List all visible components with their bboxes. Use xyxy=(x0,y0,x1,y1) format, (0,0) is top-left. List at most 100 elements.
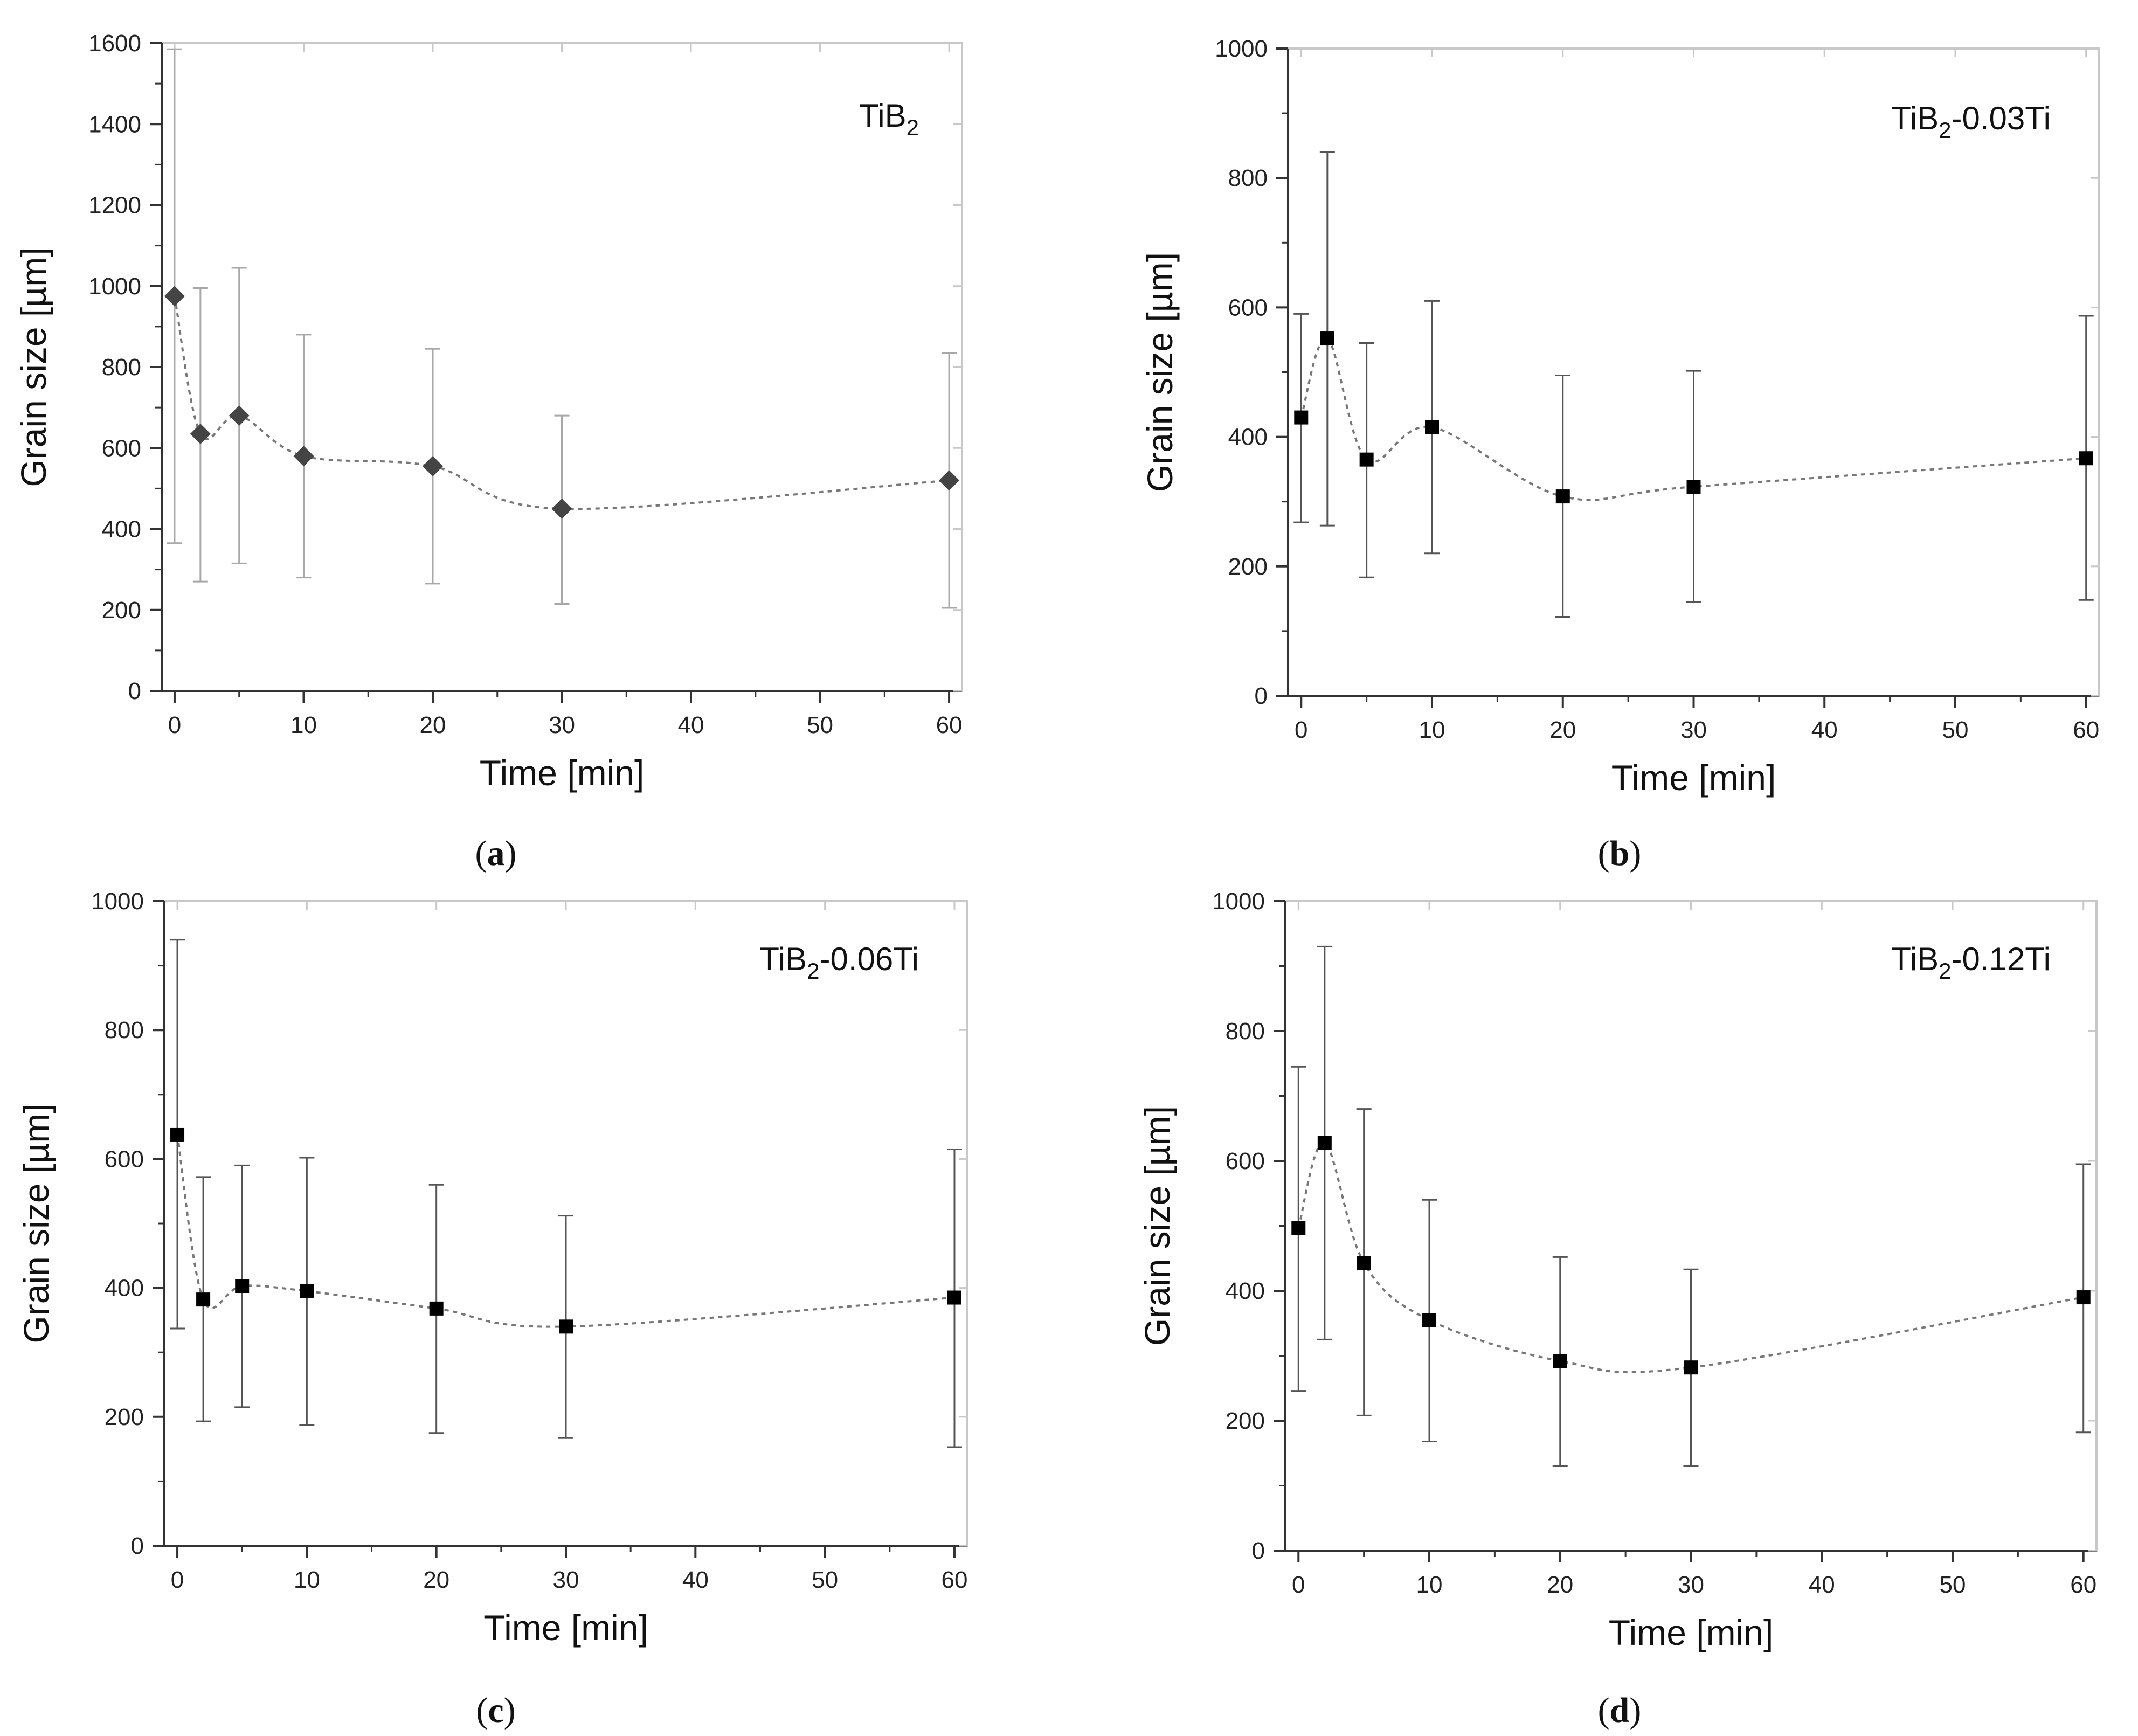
y-axis-label: Grain size [µm] xyxy=(1140,252,1180,492)
y-tick-label: 200 xyxy=(1228,554,1268,580)
data-point xyxy=(1359,452,1374,467)
x-tick-label: 0 xyxy=(171,1567,184,1593)
x-tick-label: 40 xyxy=(682,1567,709,1593)
y-tick-label: 0 xyxy=(131,1533,144,1559)
data-point xyxy=(1294,410,1309,425)
data-point xyxy=(235,1279,250,1294)
y-tick-label: 400 xyxy=(1226,1278,1265,1304)
x-tick-label: 50 xyxy=(1942,717,1969,743)
x-tick-label: 20 xyxy=(423,1567,449,1593)
x-tick-label: 50 xyxy=(812,1567,838,1593)
data-point xyxy=(939,470,960,491)
data-point xyxy=(2079,451,2093,466)
data-point xyxy=(1553,1354,1567,1368)
y-tick-label: 0 xyxy=(128,678,141,704)
y-tick-label: 600 xyxy=(105,1146,144,1172)
sample-label: TiB2-0.12Ti xyxy=(1891,941,2051,984)
x-tick-label: 10 xyxy=(1419,717,1445,743)
x-tick-label: 10 xyxy=(1416,1572,1443,1598)
x-tick-label: 60 xyxy=(941,1567,967,1593)
y-tick-label: 200 xyxy=(1226,1408,1265,1434)
y-tick-label: 800 xyxy=(1228,165,1268,191)
x-tick-label: 20 xyxy=(1549,717,1576,743)
data-point xyxy=(422,456,443,477)
panel-letter-label: (d) xyxy=(1598,1691,1642,1730)
y-tick-label: 600 xyxy=(102,435,141,461)
x-tick-label: 40 xyxy=(1811,717,1838,743)
x-axis-label: Time [min] xyxy=(483,1608,648,1648)
sample-label: TiB2-0.03Ti xyxy=(1891,100,2051,143)
y-tick-label: 400 xyxy=(105,1275,144,1302)
y-axis-label: Grain size [µm] xyxy=(1137,1106,1177,1346)
x-tick-label: 0 xyxy=(168,712,181,738)
data-point xyxy=(1425,420,1440,434)
data-point xyxy=(229,405,250,426)
y-tick-label: 400 xyxy=(1228,424,1268,451)
panel-letter-label: (a) xyxy=(475,834,517,873)
x-tick-label: 10 xyxy=(290,712,317,738)
x-tick-label: 30 xyxy=(1680,717,1707,743)
y-tick-label: 1000 xyxy=(1212,888,1265,915)
data-point xyxy=(551,498,572,519)
x-tick-label: 0 xyxy=(1295,717,1307,743)
y-axis-label: Grain size [µm] xyxy=(13,247,53,487)
x-tick-label: 60 xyxy=(936,712,963,738)
y-tick-label: 400 xyxy=(102,516,141,543)
data-point xyxy=(1320,331,1334,346)
y-tick-label: 1400 xyxy=(88,111,141,137)
data-point xyxy=(2076,1290,2091,1305)
x-tick-label: 20 xyxy=(1547,1572,1573,1598)
y-tick-label: 200 xyxy=(102,597,141,624)
data-point xyxy=(559,1319,573,1334)
data-point xyxy=(196,1292,211,1307)
data-point xyxy=(190,423,211,444)
data-point xyxy=(164,286,185,307)
data-point xyxy=(429,1301,444,1316)
data-point xyxy=(947,1290,961,1305)
x-tick-label: 50 xyxy=(807,712,833,738)
y-tick-label: 1000 xyxy=(1215,36,1268,62)
data-point xyxy=(1317,1136,1332,1150)
data-point xyxy=(300,1284,314,1298)
data-point xyxy=(1422,1313,1437,1327)
y-tick-label: 1000 xyxy=(88,273,141,300)
x-tick-label: 40 xyxy=(1809,1572,1835,1598)
x-tick-label: 40 xyxy=(678,712,704,738)
sample-label: TiB2 xyxy=(859,98,919,140)
x-tick-label: 20 xyxy=(420,712,446,738)
y-tick-label: 200 xyxy=(105,1404,144,1430)
x-axis-label: Time [min] xyxy=(480,753,645,793)
x-tick-label: 0 xyxy=(1292,1572,1305,1598)
data-point xyxy=(293,446,314,467)
y-tick-label: 600 xyxy=(1226,1148,1265,1174)
x-tick-label: 60 xyxy=(2073,717,2099,743)
data-point xyxy=(1291,1221,1306,1235)
sample-label: TiB2-0.06Ti xyxy=(759,941,919,984)
y-tick-label: 800 xyxy=(1226,1018,1265,1045)
data-point xyxy=(1684,1360,1698,1375)
data-point xyxy=(170,1127,185,1142)
y-tick-label: 1600 xyxy=(88,30,141,57)
y-tick-label: 800 xyxy=(102,354,141,381)
y-tick-label: 1200 xyxy=(88,192,141,219)
data-point xyxy=(1357,1256,1371,1270)
y-tick-label: 0 xyxy=(1255,683,1268,709)
x-tick-label: 60 xyxy=(2070,1572,2097,1598)
x-tick-label: 30 xyxy=(549,712,575,738)
y-tick-label: 1000 xyxy=(91,888,144,915)
data-point xyxy=(1686,480,1701,494)
x-tick-label: 10 xyxy=(294,1567,320,1593)
data-point xyxy=(1555,489,1570,504)
y-tick-label: 800 xyxy=(105,1017,144,1043)
y-tick-label: 0 xyxy=(1252,1538,1265,1564)
series-line xyxy=(1297,1142,2084,1374)
x-tick-label: 30 xyxy=(553,1567,579,1593)
chart-panel-a: 0 10 20 30 40 50 60020040060080010001200140016… xyxy=(13,30,963,873)
y-axis-label: Grain size [µm] xyxy=(16,1103,56,1343)
panel-letter-label: (b) xyxy=(1598,834,1642,873)
y-tick-label: 600 xyxy=(1228,294,1268,321)
